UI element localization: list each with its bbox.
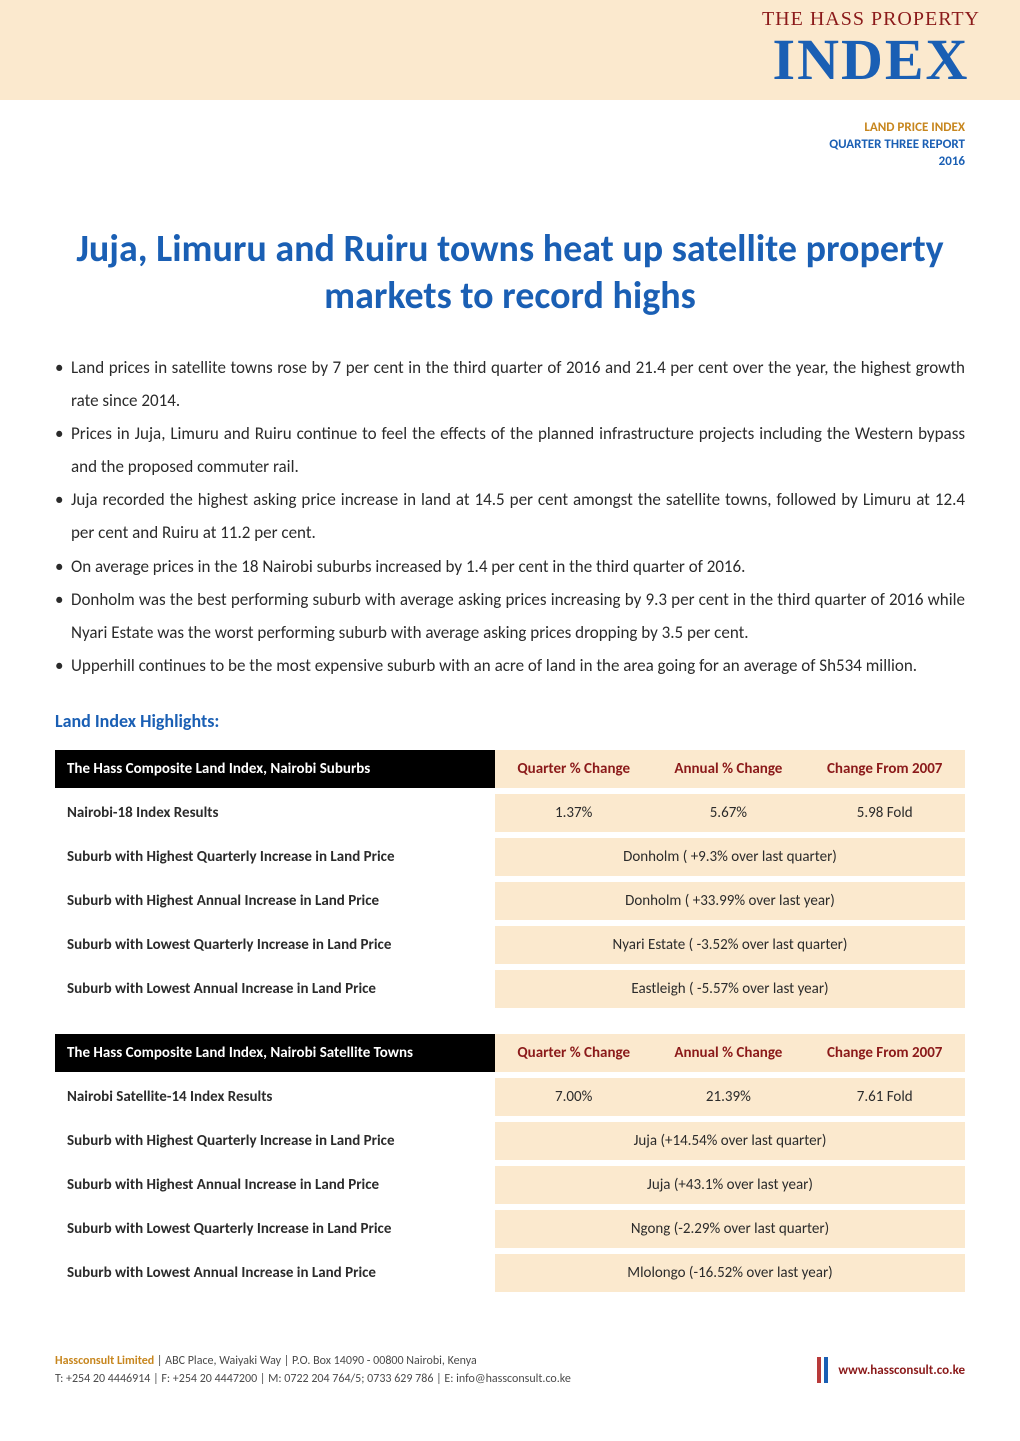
row-label: Suburb with Highest Annual Increase in L… (55, 882, 495, 920)
bullet-item: Land prices in satellite towns rose by 7… (55, 351, 965, 417)
header-left: The Hass Composite Land Index, Nairobi S… (55, 1034, 495, 1072)
cell-span: Eastleigh ( -5.57% over last year) (495, 970, 965, 1008)
footer-address: | ABC Place, Waiyaki Way | P.O. Box 1409… (154, 1354, 476, 1368)
cell: 5.98 Fold (804, 794, 965, 832)
stripe-blue (824, 1357, 828, 1383)
table-row: Suburb with Lowest Annual Increase in La… (55, 1254, 965, 1292)
satellite-table: The Hass Composite Land Index, Nairobi S… (55, 1028, 965, 1298)
table-row: Suburb with Lowest Quarterly Increase in… (55, 926, 965, 964)
cell: 7.61 Fold (804, 1078, 965, 1116)
row-label: Suburb with Lowest Quarterly Increase in… (55, 1210, 495, 1248)
table-row: Suburb with Lowest Annual Increase in La… (55, 970, 965, 1008)
footer-website: www.hassconsult.co.ke (838, 1363, 965, 1378)
cell-span: Nyari Estate ( -3.52% over last quarter) (495, 926, 965, 964)
meta-line-3: 2016 (0, 154, 965, 171)
table-row: Suburb with Highest Annual Increase in L… (55, 882, 965, 920)
bullet-item: Juja recorded the highest asking price i… (55, 483, 965, 549)
meta-line-2: QUARTER THREE REPORT (0, 137, 965, 154)
cell-span: Donholm ( +9.3% over last quarter) (495, 838, 965, 876)
row-label: Suburb with Lowest Annual Increase in La… (55, 1254, 495, 1292)
row-label: Suburb with Highest Quarterly Increase i… (55, 838, 495, 876)
cell: 5.67% (652, 794, 804, 832)
cell-span: Mlolongo (-16.52% over last year) (495, 1254, 965, 1292)
suburbs-table: The Hass Composite Land Index, Nairobi S… (55, 744, 965, 1014)
table-row: Nairobi-18 Index Results 1.37% 5.67% 5.9… (55, 794, 965, 832)
header-col: Annual % Change (652, 1034, 804, 1072)
footer-left: Hassconsult Limited | ABC Place, Waiyaki… (55, 1352, 571, 1388)
page-title: Juja, Limuru and Ruiru towns heat up sat… (55, 226, 965, 321)
cell-span: Donholm ( +33.99% over last year) (495, 882, 965, 920)
footer-right: www.hassconsult.co.ke (817, 1357, 965, 1383)
stripes-icon (817, 1357, 828, 1383)
row-label: Nairobi Satellite-14 Index Results (55, 1078, 495, 1116)
bullet-item: On average prices in the 18 Nairobi subu… (55, 550, 965, 583)
header-col: Quarter % Change (495, 750, 652, 788)
row-label: Suburb with Lowest Quarterly Increase in… (55, 926, 495, 964)
cell-span: Juja (+14.54% over last quarter) (495, 1122, 965, 1160)
header-left: The Hass Composite Land Index, Nairobi S… (55, 750, 495, 788)
content: Juja, Limuru and Ruiru towns heat up sat… (0, 171, 1020, 1332)
table-row: Nairobi Satellite-14 Index Results 7.00%… (55, 1078, 965, 1116)
row-label: Suburb with Lowest Annual Increase in La… (55, 970, 495, 1008)
bullet-list: Land prices in satellite towns rose by 7… (55, 351, 965, 682)
header-band: THE HASS PROPERTY INDEX (0, 0, 1020, 100)
row-label: Suburb with Highest Annual Increase in L… (55, 1166, 495, 1204)
cell: 21.39% (652, 1078, 804, 1116)
table-header-row: The Hass Composite Land Index, Nairobi S… (55, 1034, 965, 1072)
cell: 1.37% (495, 794, 652, 832)
cell-span: Ngong (-2.29% over last quarter) (495, 1210, 965, 1248)
bullet-item: Donholm was the best performing suburb w… (55, 583, 965, 649)
bullet-item: Upperhill continues to be the most expen… (55, 649, 965, 682)
footer-company: Hassconsult Limited (55, 1354, 154, 1368)
header-col: Quarter % Change (495, 1034, 652, 1072)
header-col: Change From 2007 (804, 1034, 965, 1072)
table-row: Suburb with Highest Quarterly Increase i… (55, 838, 965, 876)
cell-span: Juja (+43.1% over last year) (495, 1166, 965, 1204)
stripe-red (817, 1357, 821, 1383)
table-row: Suburb with Highest Quarterly Increase i… (55, 1122, 965, 1160)
header-col: Change From 2007 (804, 750, 965, 788)
table-header-row: The Hass Composite Land Index, Nairobi S… (55, 750, 965, 788)
table-row: Suburb with Lowest Quarterly Increase in… (55, 1210, 965, 1248)
footer: Hassconsult Limited | ABC Place, Waiyaki… (0, 1332, 1020, 1413)
highlights-heading: Land Index Highlights: (55, 710, 965, 732)
bullet-item: Prices in Juja, Limuru and Ruiru continu… (55, 417, 965, 483)
meta-line-1: LAND PRICE INDEX (0, 120, 965, 137)
brand-logo: THE HASS PROPERTY INDEX (762, 9, 980, 91)
table-row: Suburb with Highest Annual Increase in L… (55, 1166, 965, 1204)
cell: 7.00% (495, 1078, 652, 1116)
report-meta: LAND PRICE INDEX QUARTER THREE REPORT 20… (0, 100, 1020, 171)
header-col: Annual % Change (652, 750, 804, 788)
logo-bottom-text: INDEX (762, 30, 980, 91)
row-label: Nairobi-18 Index Results (55, 794, 495, 832)
row-label: Suburb with Highest Quarterly Increase i… (55, 1122, 495, 1160)
footer-contacts: T: +254 20 4446914 | F: +254 20 4447200 … (55, 1370, 571, 1388)
footer-line-1: Hassconsult Limited | ABC Place, Waiyaki… (55, 1352, 571, 1370)
